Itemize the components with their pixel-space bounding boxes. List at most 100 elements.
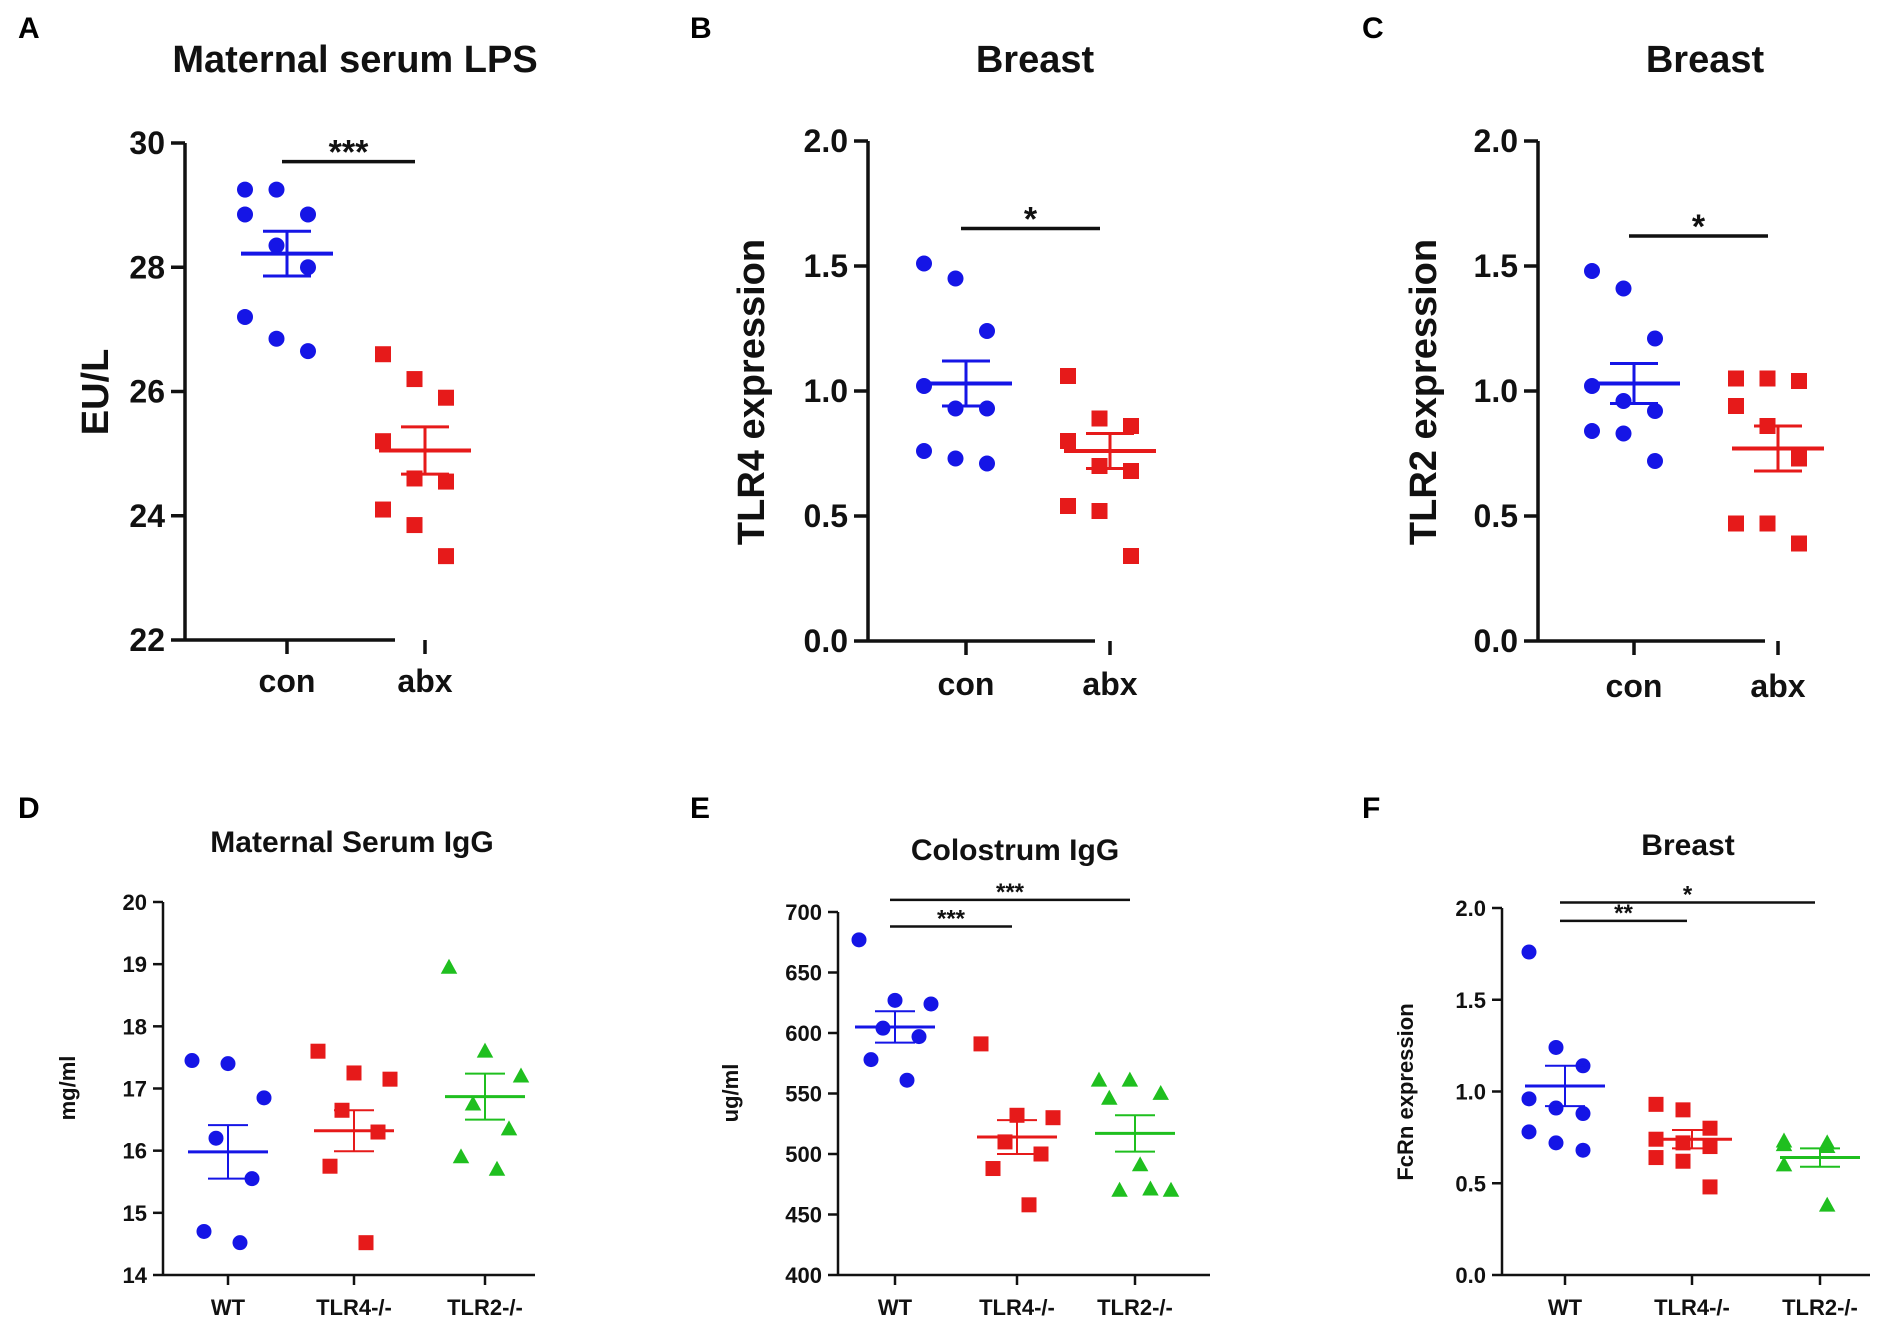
- y-tick-label: 700: [785, 900, 822, 925]
- chart-title: Colostrum IgG: [911, 834, 1119, 867]
- data-point: [1647, 403, 1663, 419]
- data-point: [1521, 1091, 1537, 1107]
- data-point: [1548, 1135, 1564, 1151]
- y-axis-label: TLR2 expression: [1403, 239, 1445, 545]
- panel-letter: A: [18, 12, 40, 45]
- data-point: [1121, 1071, 1139, 1087]
- y-axis-label: mg/ml: [55, 1056, 80, 1121]
- data-point: [1584, 423, 1600, 439]
- panel-letter: F: [1362, 792, 1380, 825]
- data-point: [196, 1223, 212, 1239]
- data-point: [1131, 1156, 1149, 1172]
- panel-B: B Breast 0.0 0.5 1.0 1.5 2.0 con abx TLR4 express…: [690, 12, 1156, 702]
- data-point: [237, 308, 253, 325]
- x-tick-label: WT: [211, 1295, 246, 1320]
- y-tick-label: 18: [123, 1014, 147, 1039]
- data-point: [1045, 1110, 1061, 1126]
- data-point: [310, 1043, 326, 1059]
- data-point: [1728, 370, 1744, 387]
- y-tick-label: 28: [129, 249, 165, 285]
- data-point: [237, 181, 253, 198]
- data-point: [1775, 1136, 1793, 1152]
- data-point: [300, 343, 316, 360]
- data-point: [1791, 450, 1807, 467]
- data-point: [464, 1095, 482, 1111]
- data-point: [1123, 548, 1139, 564]
- significance-label: *: [1683, 881, 1693, 908]
- y-tick-label: 24: [129, 498, 165, 534]
- data-point: [406, 371, 423, 388]
- data-point: [1584, 263, 1600, 279]
- data-point: [1521, 944, 1537, 960]
- data-point: [1648, 1150, 1664, 1166]
- x-tick-label: TLR4-/-: [1654, 1295, 1730, 1320]
- data-point: [1123, 463, 1139, 479]
- data-point: [1021, 1197, 1037, 1213]
- data-point: [1521, 1124, 1537, 1140]
- data-point: [1111, 1181, 1128, 1197]
- data-point: [1575, 1106, 1591, 1122]
- y-tick-label: 550: [785, 1082, 822, 1107]
- y-tick-label: 0.5: [804, 498, 848, 534]
- chart-title: Maternal Serum IgG: [210, 826, 493, 859]
- data-point: [382, 1071, 398, 1087]
- data-point: [1091, 458, 1108, 474]
- data-point: [947, 450, 964, 467]
- data-point: [256, 1090, 272, 1106]
- data-point: [1775, 1156, 1793, 1172]
- x-tick-label: abx: [1750, 668, 1805, 704]
- data-point: [268, 330, 285, 347]
- y-tick-label: 400: [785, 1263, 822, 1288]
- data-point: [208, 1130, 224, 1146]
- x-tick-label: con: [1606, 668, 1663, 704]
- y-tick-label: 0.5: [1474, 498, 1518, 534]
- data-point: [358, 1235, 374, 1251]
- data-point: [184, 1053, 200, 1069]
- data-point: [973, 1036, 989, 1052]
- data-point: [1759, 515, 1776, 532]
- data-point: [1647, 330, 1663, 347]
- x-tick-label: TLR2-/-: [447, 1295, 523, 1320]
- y-axis-label: ug/ml: [718, 1064, 743, 1123]
- data-point: [438, 473, 454, 490]
- y-tick-label: 1.0: [1455, 1080, 1486, 1105]
- data-point: [887, 992, 903, 1008]
- data-point: [1060, 368, 1076, 384]
- data-point: [1675, 1153, 1691, 1169]
- data-point: [1091, 410, 1108, 427]
- panel-D: D Maternal Serum IgG 14 15 16 17 18 19 20 WT TLR4-…: [18, 792, 535, 1320]
- data-point: [244, 1171, 260, 1187]
- chart-title: Breast: [1646, 39, 1765, 81]
- y-tick-label: 1.5: [1455, 988, 1486, 1013]
- data-point: [1548, 1039, 1564, 1055]
- significance-label: *: [1692, 208, 1706, 246]
- y-tick-label: 450: [785, 1203, 822, 1228]
- y-tick-label: 500: [785, 1142, 822, 1167]
- y-tick-label: 1.0: [804, 373, 848, 409]
- y-tick-label: 26: [129, 374, 165, 410]
- data-point: [440, 958, 458, 974]
- data-point: [375, 501, 391, 518]
- data-point: [300, 259, 316, 276]
- data-point: [1615, 393, 1632, 409]
- data-point: [1728, 515, 1744, 532]
- panel-letter: D: [18, 792, 40, 825]
- y-tick-label: 600: [785, 1021, 822, 1046]
- data-point: [237, 206, 253, 223]
- panel-A: A Maternal serum LPS 22 24 26 28 30 con abx EU/L *…: [18, 12, 538, 699]
- data-point: [985, 1161, 1001, 1177]
- data-point: [1818, 1196, 1836, 1212]
- data-point: [268, 181, 285, 198]
- y-tick-label: 0.0: [1474, 623, 1518, 659]
- y-tick-label: 22: [129, 622, 165, 658]
- significance-label: **: [1614, 900, 1633, 927]
- data-point: [1615, 425, 1632, 442]
- x-tick-label: con: [259, 663, 316, 699]
- y-tick-label: 1.5: [1474, 248, 1518, 284]
- data-point: [322, 1158, 338, 1174]
- significance-label: ***: [329, 134, 369, 172]
- data-point: [1162, 1181, 1180, 1197]
- data-point: [438, 389, 454, 406]
- data-point: [1702, 1179, 1718, 1195]
